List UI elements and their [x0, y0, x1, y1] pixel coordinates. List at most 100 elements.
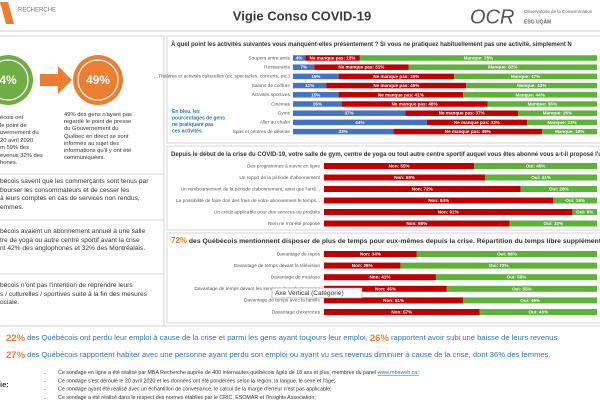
bar-segment — [324, 197, 554, 204]
value-label: Oui: 59% — [507, 275, 527, 280]
highlight-number: 26% — [370, 333, 390, 344]
value-label: Non: 28% — [352, 263, 373, 268]
bar-segment — [400, 262, 597, 269]
value-label: Oui: 45% — [526, 164, 546, 169]
bar-segment — [509, 220, 597, 227]
value-label: Oui: 55% — [512, 286, 532, 291]
value-label: Manque: 26% — [543, 111, 572, 116]
paragraph-line: bécois savent que les commerçants sont t… — [0, 178, 149, 185]
value-label: Manque: 62% — [488, 65, 517, 70]
method-note: Ce sondage en ligne a été réalisé par MB… — [58, 370, 419, 376]
value-label: Non: 45% — [375, 286, 396, 291]
highlight-number: 27% — [6, 350, 26, 361]
bar-segment — [341, 101, 488, 107]
bar-segment — [293, 82, 327, 89]
value-label: Oui: 32% — [543, 221, 563, 226]
bar-segment — [426, 119, 528, 126]
paragraph-line: bécois avaient un abonnement annuel à un… — [0, 228, 146, 235]
value-label: Oui: 49% — [520, 298, 540, 303]
chart-title: Depuis le début de la crise du COVID-19,… — [171, 152, 600, 158]
bar-segment — [293, 55, 306, 61]
method-note-text: Ce sondage en ligne a été réalisé par MB… — [58, 370, 376, 376]
bar-segment — [293, 92, 339, 98]
method-note: Ce sondage ayant été réalisé avec un éch… — [58, 387, 332, 393]
value-label: Ne manque pas: 37% — [439, 111, 485, 116]
bar-segment — [454, 73, 597, 80]
circle-value: 4% — [0, 73, 17, 87]
value-label: Non: 91% — [438, 210, 459, 215]
bar-segment — [324, 251, 417, 257]
value-label: Ne manque pas: 33% — [454, 120, 500, 125]
highlight-sentence: 22% des Québécois ont perdu leur emploi … — [6, 333, 559, 344]
method-note: Ce sondage s'est déroulé le 20 avril 202… — [58, 379, 335, 385]
bullet: - — [44, 387, 46, 393]
bar-segment — [474, 163, 597, 169]
bullet: - — [44, 379, 46, 385]
bullet: - — [44, 395, 46, 401]
category-label: Aller au chalet — [260, 120, 291, 126]
bar-segment — [324, 174, 486, 181]
paragraph-line: ociale. — [0, 299, 20, 306]
circle-green — [0, 55, 33, 105]
value-label: Manque: 23% — [547, 120, 576, 125]
bar-segment — [326, 82, 467, 89]
bar-segment — [338, 73, 455, 80]
category-label: Restaurants — [264, 64, 290, 70]
value-label: Non: 34% — [360, 252, 381, 257]
highlight-text: des Québécois rapportent habiter avec un… — [25, 350, 551, 359]
bar-segment — [520, 186, 597, 192]
method-note-text: Ce sondage s'est déroulé le 20 avril 202… — [58, 379, 335, 385]
bar-segment — [446, 285, 597, 292]
bar-segment — [527, 119, 597, 126]
value-label: Ne manque pas: 49% — [445, 129, 491, 134]
category-label: Des programmes à suivre en ligne — [247, 163, 320, 169]
category-label: Un crédit applicable pour des services o… — [214, 209, 321, 215]
value-label: Non: 55% — [389, 164, 410, 169]
bar-segment — [324, 262, 401, 269]
value-label: Non: 57% — [391, 310, 412, 315]
circle-caption: 49% des gens n'ayant pas regardé le poin… — [64, 112, 132, 162]
circle-caption-line: hones. — [0, 160, 18, 166]
value-label: 33% — [339, 129, 348, 134]
tooltip: Axe Vertical (Catégorie) — [275, 290, 344, 297]
value-label: Non: 59% — [394, 175, 415, 180]
value-label: Oui: 66% — [497, 252, 517, 257]
method-link[interactable]: www.mbaweb.ca; — [378, 370, 419, 376]
value-label: 15% — [311, 92, 320, 97]
bar-segment — [314, 64, 409, 70]
bar-segment — [542, 128, 597, 135]
bar-segment — [408, 64, 597, 70]
value-label: 15% — [311, 74, 320, 79]
bar-segment — [338, 92, 464, 98]
tooltip-box — [271, 287, 363, 299]
logo-mark — [0, 2, 14, 24]
category-label: Davantage de musique — [271, 274, 321, 280]
value-label: Manque: 43% — [517, 83, 546, 88]
bar-segment — [359, 55, 597, 61]
circle-ring — [0, 59, 29, 101]
chart-panel — [166, 35, 600, 144]
category-label: Un report de la période d'abonnement — [239, 175, 320, 181]
paragraph-line: s / culturelles / sportives suite à la f… — [0, 290, 147, 298]
value-label: Oui: 9% — [576, 210, 593, 215]
value-label: Manque: 44% — [515, 92, 544, 97]
value-label: Non: 68% — [406, 221, 427, 226]
category-label: La possibilité de faire don des frais de… — [176, 198, 320, 204]
bar-segment — [324, 285, 447, 292]
value-label: Manque: 18% — [555, 129, 584, 134]
value-label: Non: 51% — [383, 298, 404, 303]
bar-segment — [324, 186, 521, 192]
bar-segment — [416, 251, 597, 257]
method-note: Ce sondage a été réalisé dans le respect… — [58, 395, 316, 401]
category-label: Soupers entre amis — [248, 55, 290, 61]
annotation: En bleu, les pourcentages de gens ne prati… — [172, 109, 225, 135]
highlight-sentence: 27% des Québécois rapportent habiter ave… — [6, 350, 551, 361]
circle-caption-line: uvernement du — [0, 130, 39, 136]
bar-segment — [293, 101, 342, 107]
highlight-text: rapportent avoir subi une baisse de leur… — [389, 333, 560, 342]
category-label: Un remboursement de la période d'abonnem… — [181, 186, 320, 192]
highlight-number: 22% — [6, 333, 26, 344]
bar-segment — [485, 174, 597, 181]
circle-ring — [77, 59, 119, 101]
arrow — [40, 66, 72, 94]
